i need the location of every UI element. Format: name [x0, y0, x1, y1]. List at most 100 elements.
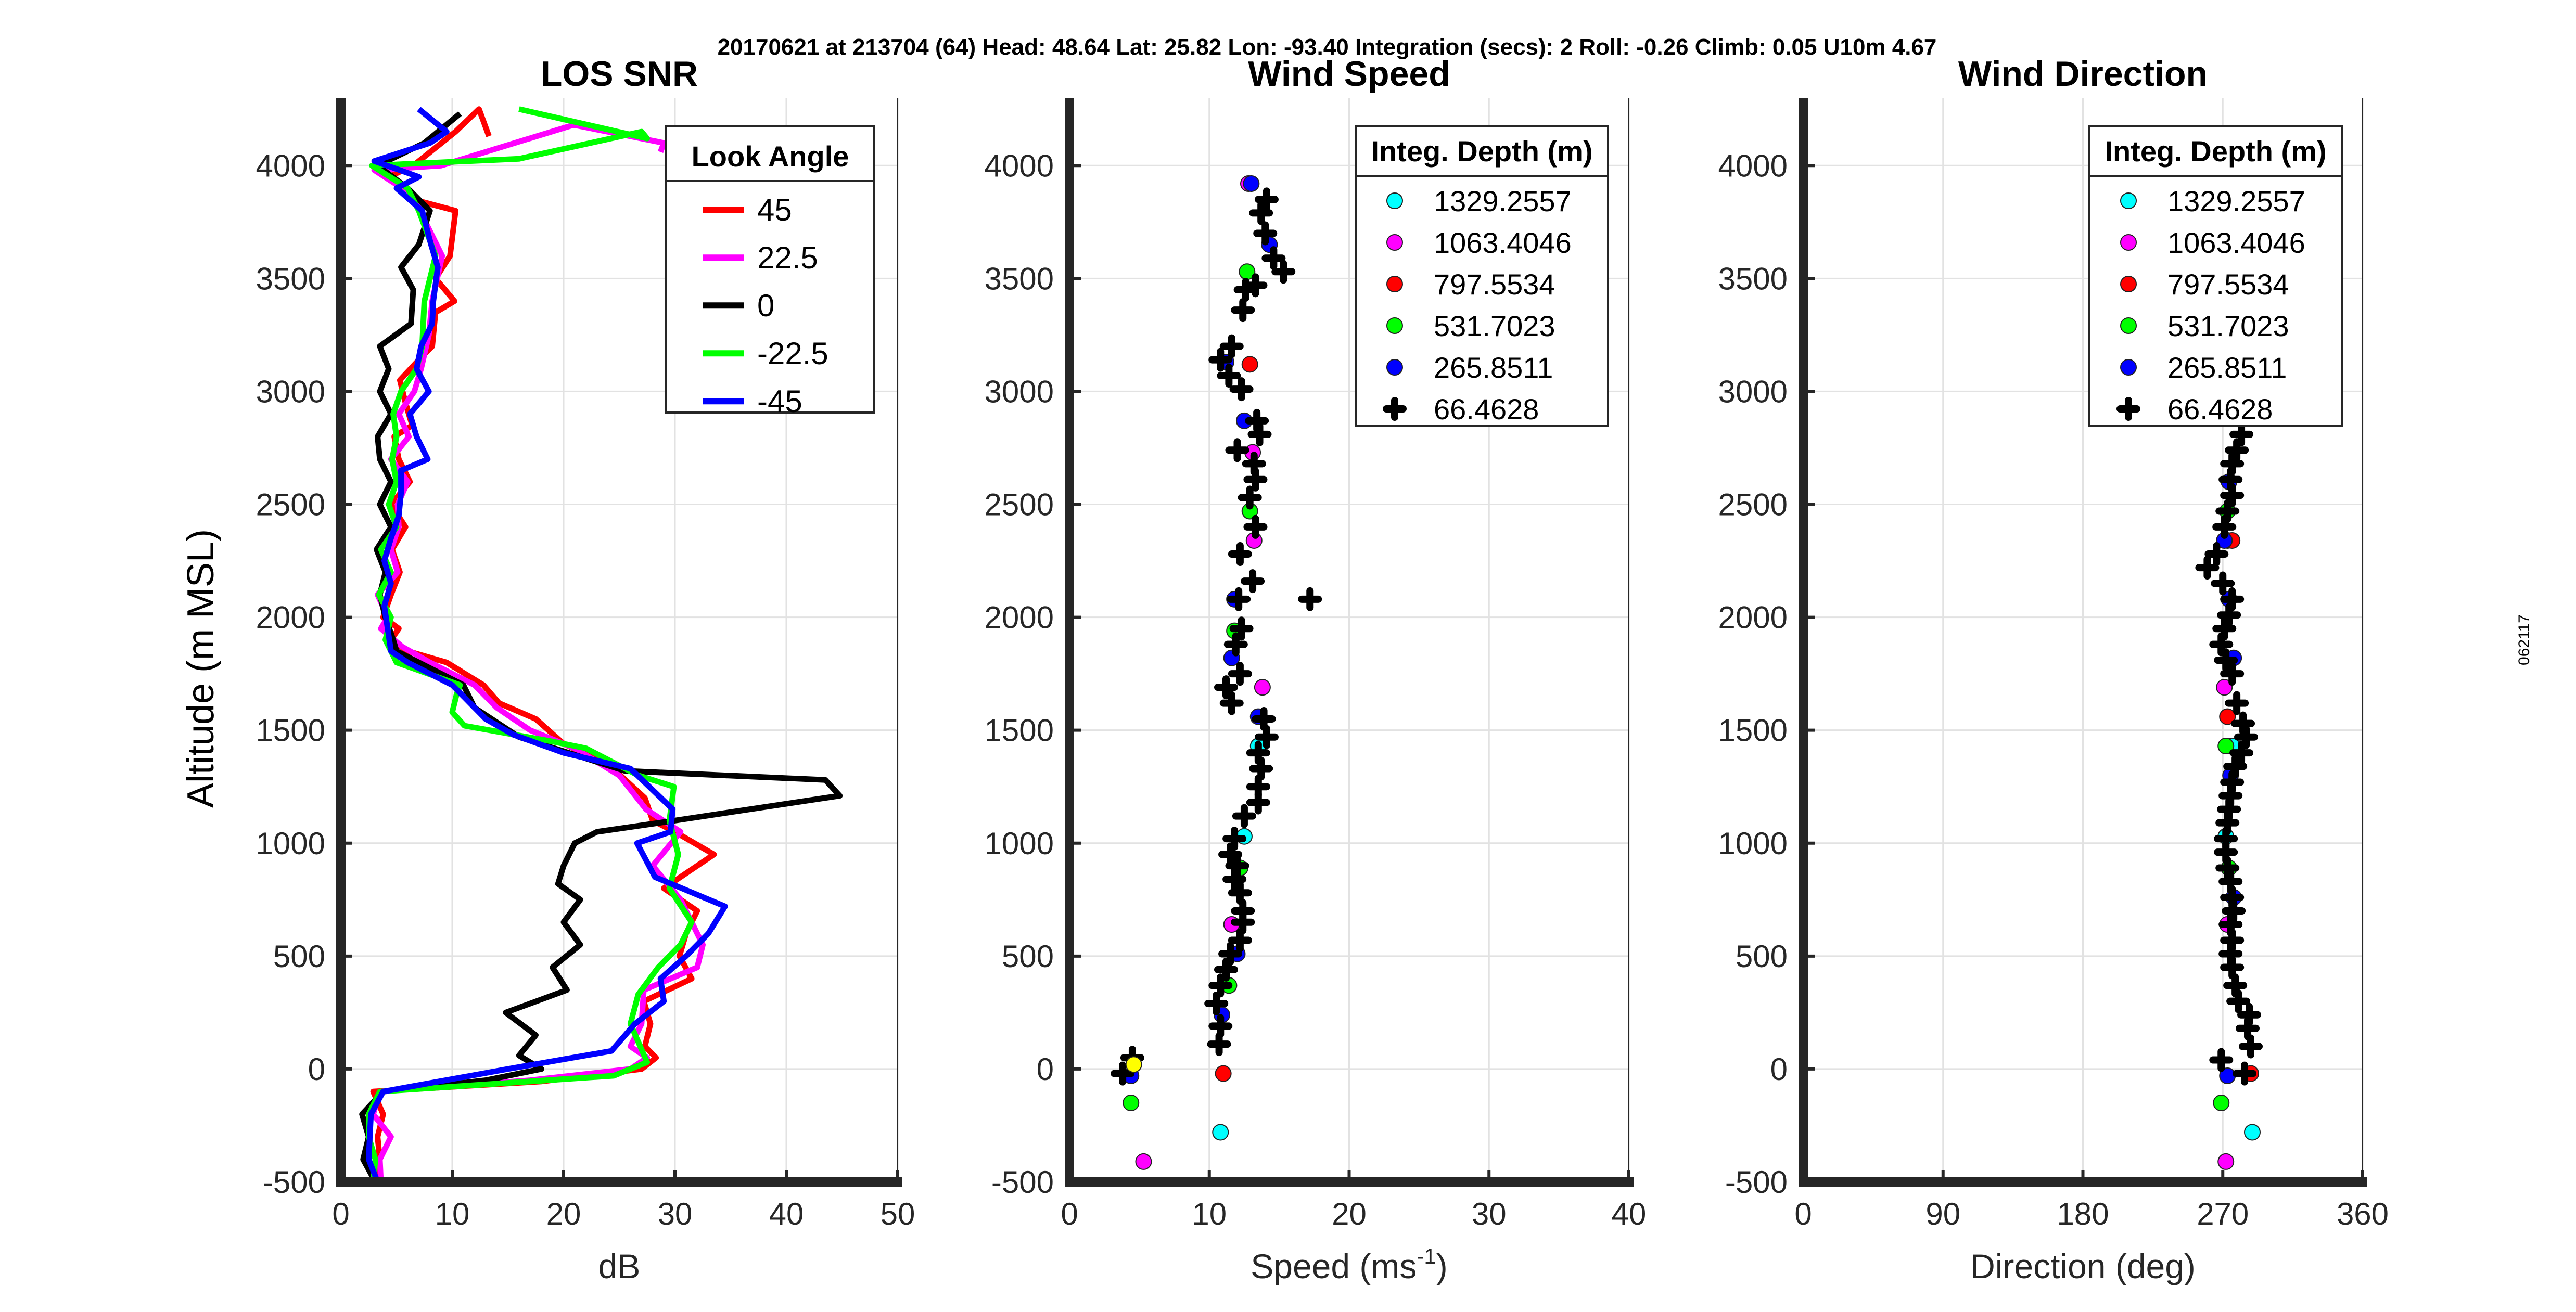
data-point-plus: [1229, 377, 1254, 402]
data-point-plus: [1204, 992, 1229, 1016]
data-point-plus: [1232, 804, 1256, 828]
legend-label-265.8511: 265.8511: [1434, 351, 1553, 384]
data-point-plus: [1219, 334, 1244, 358]
direction-legend: Integ. Depth (m) 1329.2557 1063.4046 797.55…: [2088, 125, 2343, 427]
speed-y-tick-label: 2000: [985, 600, 1054, 635]
data-point-plus: [2225, 438, 2249, 462]
data-point-plus: [1228, 928, 1252, 953]
snr-legend: Look Angle 45 22.5 0 -22.5 -45: [665, 125, 875, 419]
speed-title: Wind Speed: [1248, 54, 1450, 94]
snr-y-tick-label: 2000: [256, 600, 325, 635]
direction-y-tick-label: 4000: [1718, 148, 1788, 183]
legend-label-1063.4046: 1063.4046: [1434, 226, 1572, 259]
snr-y-tick-label: 1000: [256, 826, 325, 861]
direction-x-axis-label: Direction (deg): [1970, 1247, 2196, 1285]
direction-legend-title: Integ. Depth (m): [2105, 135, 2326, 168]
legend-swatch-66.4628: [2116, 397, 2140, 421]
direction-y-tick-label: 3000: [1718, 374, 1788, 409]
snr-x-tick-label: 0: [332, 1197, 349, 1231]
data-point-plus: [2211, 571, 2235, 596]
data-point-plus: [2231, 711, 2255, 736]
direction-y-tick-label: 2500: [1718, 487, 1788, 522]
data-point-plus: [1223, 632, 1248, 657]
series-line-0: [359, 111, 843, 1182]
side-label: 062117: [2516, 614, 2533, 665]
legend-label-1063.4046: 1063.4046: [2167, 226, 2305, 259]
legend-swatch-1329.2557: [2120, 192, 2137, 209]
speed-x-tick-label: 20: [1332, 1197, 1367, 1231]
data-point-265.8511: [1243, 175, 1260, 192]
data-point-plus: [1271, 260, 1296, 284]
direction-y-tick-label: 1000: [1718, 826, 1788, 861]
data-point-plus: [2214, 648, 2238, 673]
speed-legend-title: Integ. Depth (m): [1371, 135, 1592, 168]
legend-swatch-265.8511: [2120, 359, 2137, 376]
data-point-plus: [1208, 973, 1233, 998]
legend-label-531.7023: 531.7023: [1434, 310, 1555, 342]
data-point-plus: [1231, 298, 1255, 323]
data-point-plus: [1241, 569, 1265, 594]
speed-x-tick-label: 30: [1472, 1197, 1507, 1231]
data-point-plus: [1225, 438, 1249, 462]
data-point-plus: [1218, 942, 1243, 966]
data-point-plus: [1218, 842, 1243, 867]
data-point-plus: [2225, 691, 2249, 715]
snr-y-tick-label: -500: [263, 1165, 325, 1200]
data-point-plus: [1227, 587, 1251, 611]
data-point-1329.2557: [2243, 1124, 2261, 1141]
data-point-531.7023: [2217, 738, 2235, 755]
direction-y-tick-label: 3500: [1718, 261, 1788, 296]
data-point-plus: [1254, 187, 1279, 212]
snr-y-tick-label: 4000: [256, 148, 325, 183]
panel-wind-speed: 0 10 20 30 40-500050010001500200025003000350…: [985, 54, 1647, 1285]
data-point-plus: [2223, 754, 2248, 779]
data-point-surface: [1125, 1056, 1142, 1073]
data-point-plus: [2229, 422, 2254, 446]
data-point-plus: [1252, 706, 1276, 731]
speed-y-tick-label: 3000: [985, 374, 1054, 409]
data-point-plus: [1243, 273, 1268, 298]
snr-y-tick-label: 500: [273, 939, 325, 974]
data-point-plus: [1231, 899, 1255, 923]
data-point-plus: [1253, 221, 1278, 246]
legend-label-0: 0: [757, 288, 774, 323]
data-point-plus: [2217, 603, 2241, 627]
data-point-797.5534: [2219, 708, 2236, 725]
direction-data: [2195, 422, 2263, 1170]
data-point-plus: [1261, 246, 1286, 271]
data-point-plus: [1238, 485, 1262, 510]
data-point-531.7023: [1123, 1095, 1140, 1112]
direction-x-tick-label: 180: [2057, 1197, 2109, 1231]
data-point-plus: [2239, 1034, 2263, 1059]
direction-y-tick-label: -500: [1725, 1165, 1788, 1200]
speed-y-tick-label: 2500: [985, 487, 1054, 522]
legend-label-22.5: 22.5: [757, 240, 818, 275]
legend-swatch-1063.4046: [1386, 234, 1403, 251]
legend-label--45: -45: [757, 384, 802, 419]
speed-x-tick-label: 0: [1061, 1197, 1078, 1231]
series-line--22.5: [366, 106, 695, 1182]
data-point-plus: [2209, 1048, 2234, 1072]
speed-x-tick-label: 40: [1612, 1197, 1647, 1231]
snr-x-axis-label-text: dB: [598, 1247, 641, 1285]
legend-label-531.7023: 531.7023: [2167, 310, 2289, 342]
figure-header: 20170621 at 213704 (64) Head: 48.64 Lat:…: [718, 34, 1937, 60]
legend-label-1329.2557: 1329.2557: [1434, 185, 1572, 217]
legend-label-1329.2557: 1329.2557: [2167, 185, 2305, 217]
legend-swatch-531.7023: [1386, 317, 1403, 334]
series-line--45: [366, 107, 728, 1182]
data-point-plus: [2209, 632, 2234, 657]
legend-label--22.5: -22.5: [757, 336, 828, 371]
data-point-plus: [2237, 1002, 2262, 1027]
data-point-plus: [1208, 1014, 1233, 1038]
speed-legend: Integ. Depth (m) 1329.2557 1063.4046 797.55…: [1355, 125, 1609, 427]
data-point-plus: [1222, 827, 1247, 851]
data-point-531.7023: [2213, 1095, 2230, 1112]
data-point-plus: [1298, 587, 1322, 611]
speed-x-axis-label-sup: -1: [1417, 1244, 1436, 1268]
speed-y-tick-label: -500: [991, 1165, 1054, 1200]
snr-y-tick-label: 2500: [256, 487, 325, 522]
speed-y-tick-label: 3500: [985, 261, 1054, 296]
legend-swatch-1329.2557: [1386, 192, 1403, 209]
legend-label-66.4628: 66.4628: [2167, 393, 2273, 426]
